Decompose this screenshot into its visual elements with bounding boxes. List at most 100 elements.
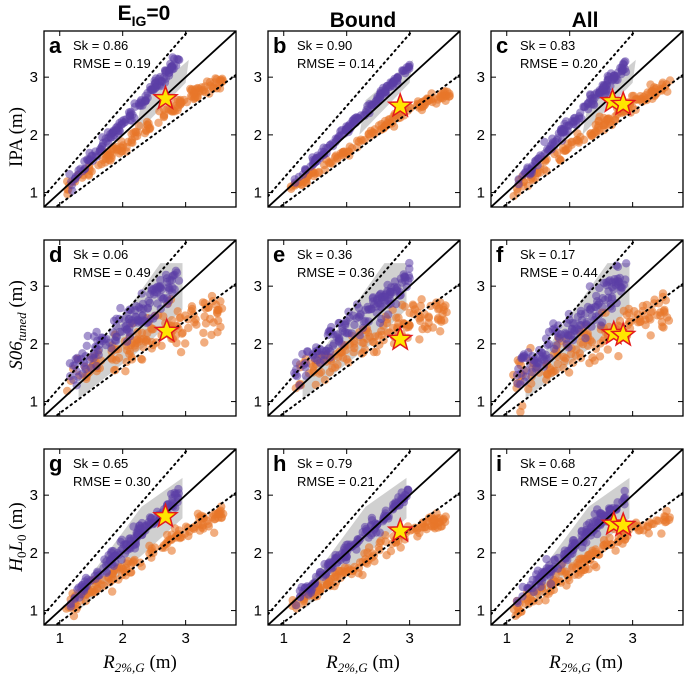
data-point-purple	[99, 564, 108, 573]
data-point-orange	[174, 530, 183, 539]
data-point-orange	[200, 338, 209, 347]
data-point-orange	[576, 132, 585, 142]
lower-bound-line	[278, 73, 460, 207]
one-to-one-line	[44, 240, 236, 416]
lower-bound-line	[501, 73, 683, 207]
data-point-purple	[151, 83, 160, 93]
scatter-points	[509, 259, 674, 416]
xlabel-base: R	[325, 652, 338, 673]
data-point-orange	[81, 596, 91, 606]
data-point-orange	[375, 545, 384, 555]
data-point-orange	[600, 118, 609, 128]
data-point-orange	[190, 318, 199, 327]
data-point-purple	[617, 70, 626, 79]
data-point-orange	[534, 596, 543, 606]
x-tick-label: 3	[181, 630, 189, 647]
data-point-purple	[576, 108, 585, 117]
ylabel-row-1: IPA (m)	[6, 107, 27, 167]
one-to-one-line	[268, 240, 460, 416]
one-to-one-line	[268, 449, 460, 625]
scatter-points	[286, 60, 454, 193]
upper-bound-line	[268, 240, 414, 407]
data-point-purple	[95, 340, 104, 349]
data-point-orange	[363, 334, 372, 343]
panel-frame	[490, 448, 684, 626]
data-point-purple	[578, 543, 587, 552]
data-point-purple	[345, 313, 354, 322]
data-point-purple	[358, 528, 367, 537]
data-point-purple	[576, 309, 586, 319]
data-point-purple	[622, 259, 631, 268]
x-tick-label: 1	[56, 630, 64, 647]
data-point-purple	[380, 87, 390, 96]
data-point-orange	[360, 135, 369, 145]
data-point-orange	[375, 340, 384, 349]
data-point-orange	[602, 539, 611, 548]
upper-bound-line	[44, 240, 190, 407]
data-point-orange	[516, 407, 525, 416]
x-tick-label: 3	[405, 630, 413, 647]
panel-e: 1 2 3e Sk = 0.36 RMSE = 0.36	[254, 239, 461, 417]
sk-value: Sk = 0.17	[520, 247, 575, 262]
data-point-orange	[123, 557, 132, 566]
data-point-purple	[361, 316, 370, 326]
y-tick-label: 2	[254, 336, 262, 353]
data-point-purple	[578, 535, 587, 544]
data-point-purple	[295, 381, 304, 390]
lower-bound-line	[54, 282, 236, 416]
data-point-purple	[596, 321, 605, 330]
data-point-orange	[187, 302, 197, 311]
data-point-orange	[658, 292, 668, 302]
data-point-orange	[342, 148, 351, 157]
data-point-orange	[646, 88, 655, 97]
data-point-orange	[186, 92, 196, 101]
data-point-orange	[122, 346, 132, 355]
data-point-purple	[168, 497, 177, 506]
data-point-purple	[381, 293, 390, 302]
data-point-purple	[585, 305, 594, 314]
lower-bound-line	[278, 491, 460, 625]
data-point-orange	[154, 118, 163, 128]
y-tick-label: 1	[254, 603, 262, 620]
data-point-orange	[159, 112, 169, 121]
data-point-orange	[344, 567, 353, 576]
data-point-orange	[333, 154, 342, 163]
data-point-purple	[331, 550, 340, 560]
data-point-purple	[81, 573, 91, 583]
data-point-purple	[112, 332, 121, 341]
data-point-orange	[137, 354, 146, 364]
y-tick-label: 1	[30, 394, 38, 411]
panel-label: a	[49, 33, 62, 58]
scatter-points	[62, 53, 227, 199]
data-point-orange	[349, 337, 359, 346]
sk-value: Sk = 0.68	[520, 456, 575, 471]
data-point-purple	[291, 358, 301, 367]
data-point-orange	[314, 168, 323, 178]
data-point-orange	[415, 335, 424, 344]
data-point-orange	[167, 546, 176, 555]
data-point-purple	[123, 307, 132, 317]
data-point-orange	[147, 337, 157, 347]
data-point-orange	[216, 506, 225, 515]
data-point-orange	[410, 523, 420, 532]
data-point-purple	[405, 264, 414, 273]
data-point-orange	[145, 541, 154, 550]
data-point-purple	[78, 349, 87, 358]
mean-star-marker	[386, 91, 414, 118]
data-point-purple	[320, 559, 329, 569]
data-point-orange	[342, 355, 351, 364]
ylabel-base-2: L	[6, 541, 27, 553]
data-point-orange	[553, 359, 562, 369]
data-point-purple	[607, 294, 616, 303]
data-point-purple	[518, 582, 527, 592]
data-point-orange	[380, 116, 390, 126]
data-point-purple	[168, 53, 177, 62]
rmse-value: RMSE = 0.36	[297, 265, 375, 280]
upper-bound-line	[268, 449, 414, 616]
panel-label: b	[273, 33, 286, 58]
xlabel-col-3: R2%,G (m)	[548, 652, 623, 675]
data-point-orange	[638, 301, 648, 311]
y-tick-label: 1	[477, 185, 485, 202]
data-point-purple	[580, 102, 590, 111]
data-point-purple	[594, 310, 604, 319]
